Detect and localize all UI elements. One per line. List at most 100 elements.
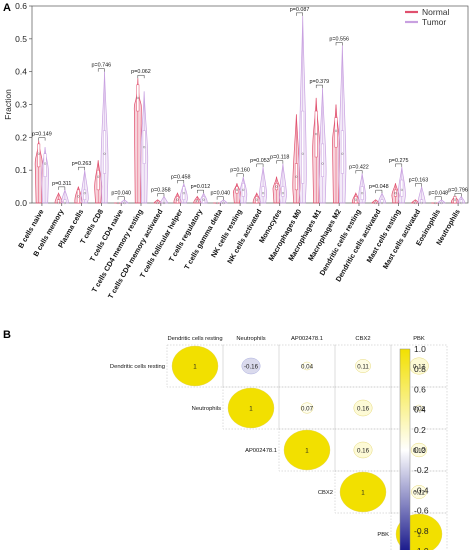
correlation-circle (171, 345, 219, 387)
violin-box (400, 179, 404, 197)
p-value-label: p=0.796 (448, 187, 468, 193)
correlation-value: 0.17 (413, 364, 426, 371)
p-value-label: p=0.118 (270, 155, 289, 161)
p-value-label: p=0.163 (409, 178, 429, 184)
y-tick-label: 0.0 (15, 198, 27, 208)
violin-median (414, 201, 417, 205)
violin-box (83, 189, 87, 200)
correlation-value: 1 (361, 490, 365, 497)
correlation-circle (355, 359, 371, 373)
p-value-label: p=0.263 (72, 161, 92, 167)
colorbar-tick-label: -1.0 (414, 546, 429, 550)
p-value-label: p=0.311 (52, 181, 71, 187)
correlation-value: -0.16 (244, 364, 259, 371)
correlation-circle (283, 429, 331, 471)
violin-box (301, 110, 305, 184)
violin-median (222, 201, 225, 205)
violin-box (96, 169, 100, 191)
p-value-label: p=0.012 (191, 184, 211, 190)
correlation-circle (353, 441, 373, 459)
violin-median (156, 201, 159, 205)
colorbar (399, 348, 411, 550)
violin-box (103, 130, 106, 174)
p-value-label: p=0.062 (131, 69, 151, 75)
violin-median (434, 201, 437, 205)
correlation-circle (410, 442, 428, 458)
significance-bracket (335, 42, 343, 46)
column-header: CBX2 (355, 336, 370, 342)
matrix-cell (278, 428, 336, 472)
violin-median (341, 152, 344, 155)
colorbar-tick-label: -0.4 (414, 485, 429, 495)
correlation-value: 0.07 (301, 406, 314, 413)
violin-median (162, 201, 166, 205)
correlation-circle (241, 357, 261, 375)
correlation-circle (302, 361, 312, 371)
violin-median (136, 96, 139, 99)
significance-bracket (434, 196, 442, 200)
violin-median (400, 188, 403, 191)
panel-b-label: B (3, 329, 11, 341)
significance-bracket (117, 196, 125, 200)
correlation-value: 0.12 (413, 448, 426, 455)
colorbar-tick-label: 0.4 (414, 405, 426, 415)
correlation-value: 1 (305, 448, 309, 455)
matrix-cell (334, 470, 392, 514)
column-header: AP002478.1 (291, 336, 323, 342)
column-header: Dendritic cells resting (167, 336, 222, 342)
panel-a-label: A (3, 2, 11, 14)
violin-median (281, 192, 284, 195)
matrix-cell (390, 512, 448, 550)
significance-bracket (137, 74, 145, 79)
colorbar-tick-label: 0.6 (414, 384, 426, 394)
violin-median (44, 162, 47, 165)
y-axis-label: Fraction (3, 89, 13, 120)
column-header: Neutrophils (236, 336, 265, 342)
significance-bracket (236, 173, 244, 177)
violin-median (374, 201, 377, 205)
significance-bracket (276, 160, 284, 164)
correlation-value: 1 (249, 406, 253, 413)
violin-median (235, 188, 238, 191)
violin-median (394, 192, 397, 195)
correlation-value: 0.11 (413, 490, 425, 497)
column-header: PBK (413, 336, 425, 342)
violin-median (103, 152, 106, 155)
p-value-label: p=0.379 (310, 79, 330, 85)
colorbar-tick-label: -0.6 (414, 506, 429, 516)
violin-median (63, 201, 66, 205)
colorbar-tick-label: 0.2 (414, 425, 426, 435)
significance-bracket (355, 170, 363, 174)
row-label: Neutrophils (192, 406, 221, 412)
violin-median (262, 192, 265, 195)
correlation-value: 0.16 (357, 406, 370, 413)
violin-box (261, 186, 265, 197)
p-value-label: p=0.160 (230, 168, 250, 174)
correlation-value: 0.02 (413, 406, 426, 413)
significance-bracket (395, 163, 403, 167)
correlation-circle (411, 485, 427, 499)
significance-bracket (78, 166, 85, 171)
violin-box (321, 143, 324, 177)
y-tick-label: 0.1 (15, 165, 27, 175)
significance-bracket (58, 186, 66, 190)
violin-median (255, 198, 258, 201)
violin-median (380, 201, 384, 205)
significance-bracket (197, 189, 204, 194)
row-label: AP002478.1 (245, 448, 277, 454)
colorbar-tick-label: 0.0 (414, 445, 426, 455)
violin-median (361, 192, 364, 195)
significance-bracket (315, 84, 323, 89)
violin-median (460, 201, 463, 205)
y-tick-label: 0.5 (15, 34, 27, 44)
significance-bracket (454, 193, 462, 197)
p-value-label: p=0.040 (111, 191, 131, 197)
y-tick-label: 0.3 (15, 100, 27, 110)
correlation-value: 0.11 (357, 364, 369, 371)
correlation-circle (227, 387, 275, 429)
significance-bracket (256, 163, 264, 167)
violin-median (123, 201, 126, 205)
p-value-label: p=0.087 (290, 7, 310, 13)
